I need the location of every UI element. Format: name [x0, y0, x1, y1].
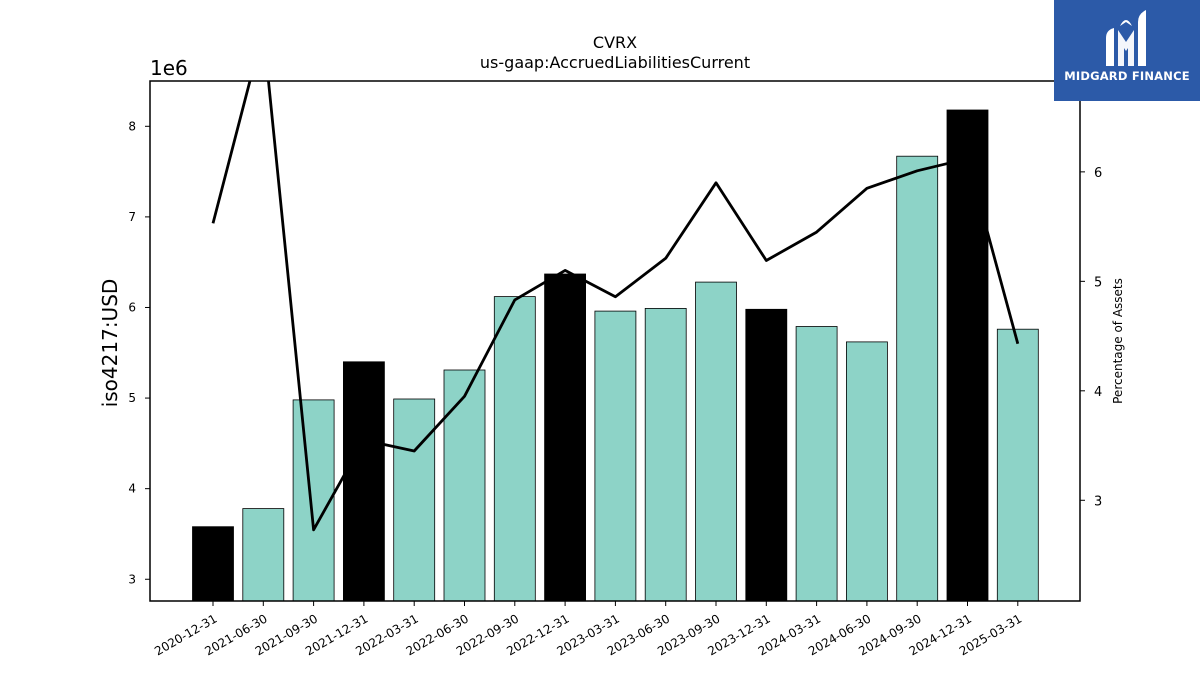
y-tick-label: 4	[128, 482, 136, 496]
bar	[846, 341, 888, 602]
line-layer	[211, 81, 1020, 532]
bar	[644, 307, 687, 602]
bar	[594, 310, 637, 602]
y-tick-label: 3	[128, 572, 136, 586]
series-line	[211, 81, 1020, 532]
y2-tick-label: 4	[1094, 385, 1102, 400]
bar	[996, 328, 1039, 602]
bar	[544, 273, 586, 602]
y-tick-label: 8	[128, 119, 136, 133]
y-tick-label: 5	[128, 391, 136, 405]
bar	[342, 361, 385, 602]
chart-subtitle: us-gaap:AccruedLiabilitiesCurrent	[480, 53, 750, 72]
chart-title: CVRX	[593, 33, 637, 52]
y-offset-label: 1e6	[150, 56, 188, 80]
y2-tick-label: 5	[1094, 275, 1102, 290]
midgard-finance-logo: MIDGARD FINANCE	[1054, 0, 1200, 101]
bar	[393, 398, 436, 602]
bar	[745, 308, 788, 602]
bar	[242, 508, 285, 602]
bars-layer	[192, 109, 1039, 602]
logo-mark-icon	[1106, 10, 1146, 66]
y2-tick-label: 3	[1094, 494, 1102, 509]
bar	[795, 326, 838, 602]
bar	[192, 526, 234, 602]
y-tick-label: 6	[128, 300, 136, 314]
y-tick-label: 7	[128, 210, 136, 224]
y2-tick-label: 6	[1094, 166, 1102, 181]
bar	[946, 109, 989, 602]
bar	[443, 369, 486, 602]
y2-axis-label: Percentage of Assets	[1111, 278, 1125, 404]
y-axis-label: iso4217:USD	[98, 279, 122, 408]
logo-text: MIDGARD FINANCE	[1064, 69, 1190, 83]
bar	[292, 399, 335, 602]
bar	[896, 155, 939, 602]
bar	[695, 281, 737, 602]
bar	[493, 296, 536, 602]
